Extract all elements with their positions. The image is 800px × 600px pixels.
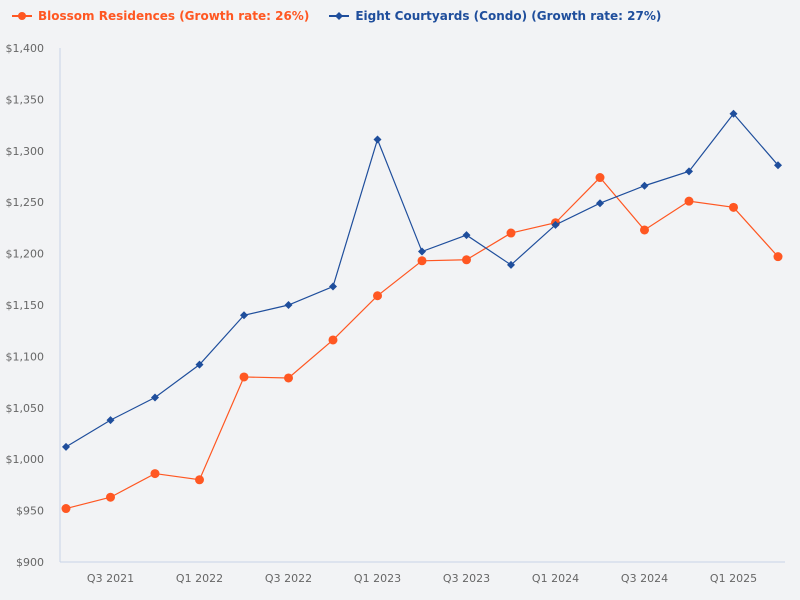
data-point (640, 225, 649, 235)
y-tick-label: $1,350 (6, 93, 45, 106)
x-tick-label: Q1 2023 (354, 572, 401, 585)
data-point (507, 260, 515, 269)
data-point (729, 109, 738, 118)
series-line (65, 112, 779, 448)
legend-label: Blossom Residences (Growth rate: 26%) (38, 9, 310, 23)
data-point (684, 196, 694, 206)
x-tick-label: Q1 2022 (176, 572, 223, 585)
legend-item-blossom[interactable]: Blossom Residences (Growth rate: 26%) (12, 9, 309, 23)
y-tick-label: $1,050 (6, 402, 45, 415)
data-point (106, 416, 115, 425)
data-point (195, 475, 204, 485)
data-point (284, 301, 293, 309)
legend-label: Eight Courtyards (Condo) (Growth rate: 2… (355, 9, 662, 23)
x-tick-label: Q3 2024 (621, 572, 668, 585)
data-point (373, 291, 382, 301)
data-point (418, 247, 426, 256)
data-point (596, 199, 604, 208)
series-2 (62, 109, 782, 451)
x-tick-label: Q3 2023 (443, 572, 490, 585)
y-tick-label: $1,250 (6, 196, 45, 209)
y-tick-label: $1,100 (6, 350, 45, 363)
data-point (240, 311, 248, 320)
series-1 (61, 173, 783, 514)
data-point (151, 393, 159, 402)
data-point (729, 202, 738, 212)
series-line (65, 176, 779, 510)
x-tick-label: Q1 2025 (710, 572, 757, 585)
data-point (328, 335, 338, 345)
data-point (329, 282, 337, 291)
y-tick-label: $1,000 (6, 453, 45, 466)
data-point (506, 228, 516, 238)
data-point (373, 135, 382, 144)
x-tick-label: Q3 2022 (265, 572, 312, 585)
legend: Blossom Residences (Growth rate: 26%) Ei… (12, 9, 661, 23)
data-point (150, 469, 160, 479)
y-tick-label: $1,150 (6, 299, 45, 312)
legend-item-eight-courtyards[interactable]: Eight Courtyards (Condo) (Growth rate: 2… (329, 9, 661, 23)
data-point (106, 492, 115, 502)
data-point (640, 181, 649, 190)
data-point (595, 173, 605, 183)
data-point (685, 167, 693, 176)
data-point (239, 372, 249, 382)
circle-marker-icon (12, 12, 32, 20)
data-point (773, 252, 783, 262)
data-point (462, 255, 471, 265)
data-point (195, 360, 204, 369)
data-point (774, 161, 782, 170)
data-point (61, 504, 71, 514)
diamond-marker-icon (329, 12, 350, 20)
data-point (551, 220, 560, 229)
y-tick-label: $900 (16, 556, 44, 569)
y-tick-label: $1,400 (6, 42, 45, 55)
data-point (62, 442, 70, 451)
data-point (417, 256, 427, 266)
x-tick-label: Q1 2024 (532, 572, 579, 585)
y-tick-label: $1,200 (6, 248, 45, 261)
y-tick-label: $1,300 (6, 145, 45, 158)
y-tick-label: $950 (16, 505, 44, 518)
data-point (284, 373, 293, 383)
x-tick-label: Q3 2021 (87, 572, 134, 585)
data-point (462, 231, 471, 240)
